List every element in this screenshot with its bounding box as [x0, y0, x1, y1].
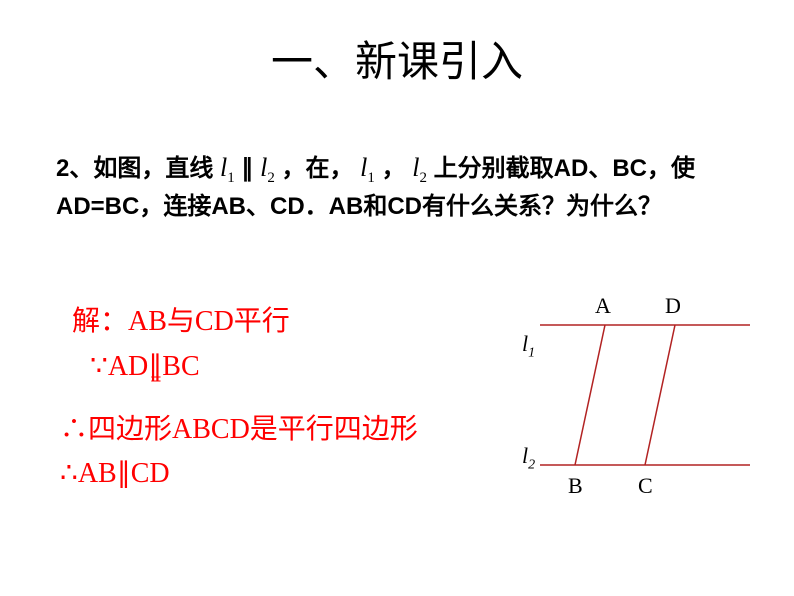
label-A: A: [595, 293, 611, 319]
problem-prefix: 2、如图，直线: [56, 155, 220, 182]
label-l2: l2: [522, 443, 535, 473]
l1-subscript: 1: [528, 345, 535, 360]
label-l1: l1: [522, 331, 535, 361]
sol2-a: ∵AD: [90, 351, 148, 382]
solution-line-4: ∴AB∥CD: [60, 452, 170, 495]
label-D: D: [665, 293, 681, 319]
line-AB: [575, 325, 605, 465]
solution-line-2: ∵AD∥BC: [90, 345, 200, 388]
solution-line-1: 解：AB与CD平行: [72, 300, 290, 343]
problem-mid2: ，: [382, 155, 406, 182]
label-C: C: [638, 473, 653, 499]
solution-line-3: ∴四边形ABCD是平行四边形: [60, 408, 418, 451]
problem-mid1: ，在，: [282, 155, 354, 182]
parallel-equal-icon: ∥: [148, 345, 162, 388]
l2-sub: 2: [267, 170, 275, 186]
l1-sub: 1: [227, 170, 235, 186]
page-title: 一、新课引入: [0, 28, 794, 89]
sol2-b: BC: [162, 351, 199, 382]
problem-statement: 2、如图，直线 l1 ∥ l2 ，在， l1 ， l2 上分别截取AD、BC，使…: [56, 148, 716, 225]
l2-sub-b: 2: [419, 170, 427, 186]
l2-subscript: 2: [528, 457, 535, 472]
label-B: B: [568, 473, 583, 499]
l1-sub-b: 1: [367, 170, 375, 186]
line-DC: [645, 325, 675, 465]
parallelogram-diagram: A D B C l1 l2: [530, 285, 760, 515]
parallel-sym: ∥: [241, 155, 260, 182]
